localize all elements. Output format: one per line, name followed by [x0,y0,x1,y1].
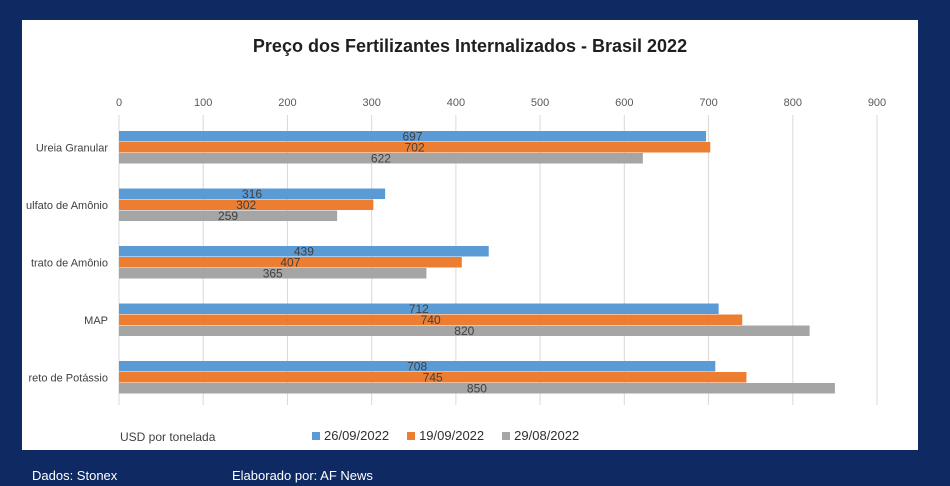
data-label: 316 [242,187,262,201]
x-tick-label: 400 [447,97,465,109]
category-label: trato de Amônio [31,258,108,270]
legend-label-series-1: 26/09/2022 [324,428,390,443]
legend-item-series-1: 26/09/2022 [312,428,389,443]
category-label: Ureia Granular [36,143,108,155]
data-label: 708 [407,360,427,374]
category-label: MAP [84,315,108,327]
footer-source: Dados: Stonex [32,468,118,483]
x-tick-label: 100 [194,97,212,109]
bar [119,314,743,325]
category-label: ulfato de Amônio [26,200,108,212]
bar [119,153,643,164]
chart-panel: Preço dos Fertilizantes Internalizados -… [22,20,918,450]
x-tick-label: 300 [362,97,380,109]
bar [119,131,707,142]
bar [119,303,719,314]
bar [119,210,338,221]
bar [119,199,374,210]
bar [119,142,711,153]
bar [119,325,810,336]
x-tick-label: 0 [116,97,122,109]
data-label: 259 [218,209,238,223]
data-label: 697 [402,130,422,144]
data-label: 850 [467,382,487,396]
x-tick-label: 500 [531,97,549,109]
data-label: 407 [280,256,300,270]
data-label: 302 [236,198,256,212]
bar [119,188,386,199]
data-label: 622 [371,152,391,166]
data-label: 439 [294,245,314,259]
x-tick-label: 600 [615,97,633,109]
legend-label-series-3: 29/08/2022 [514,428,580,443]
category-label: reto de Potássio [29,373,109,385]
x-tick-label: 200 [278,97,296,109]
chart-title: Preço dos Fertilizantes Internalizados -… [252,36,688,56]
bar [119,268,427,279]
legend-item-series-3: 29/08/2022 [502,428,579,443]
legend-label-series-2: 19/09/2022 [419,428,485,443]
x-tick-label: 800 [784,97,802,109]
bar [119,383,835,394]
legend-swatch-series-1 [312,431,320,440]
bar [119,246,489,257]
footer-author: Elaborado por: AF News [232,468,373,483]
bar [119,372,747,383]
x-tick-label: 900 [868,97,886,109]
data-label: 712 [409,302,429,316]
data-label: 745 [423,371,443,385]
data-label: 740 [421,313,441,327]
data-label: 365 [263,267,283,281]
bar [119,257,462,268]
legend-item-series-2: 19/09/2022 [407,428,484,443]
data-label: 702 [405,141,425,155]
x-tick-label: 700 [699,97,717,109]
bar [119,361,716,372]
chart-plot: 0 100 200 300 400 500 600 700 800 900 Ureia Granul… [26,97,886,405]
data-label: 820 [454,324,474,338]
legend: 26/09/2022 19/09/2022 29/08/2022 [312,428,579,443]
legend-swatch-series-3 [502,431,511,440]
unit-label: USD por tonelada [120,430,216,444]
legend-swatch-series-2 [407,431,416,440]
